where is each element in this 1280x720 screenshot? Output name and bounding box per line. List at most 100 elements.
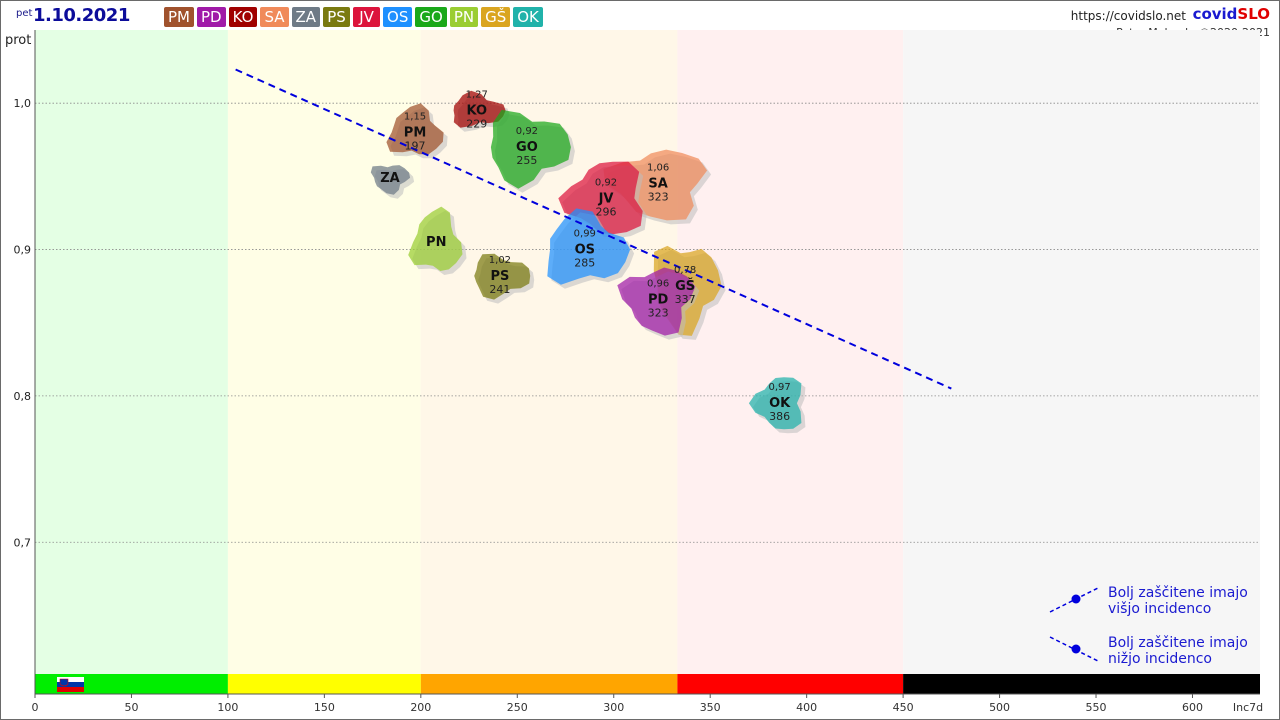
x-tick-label-6: 250 — [507, 701, 528, 714]
brand-logo: covidSLO — [1193, 5, 1270, 23]
region-badge-11[interactable]: GŠ — [481, 7, 511, 27]
region-ratio-label-1: 1,15 — [404, 111, 426, 122]
region-badge-5[interactable]: ZA — [291, 7, 321, 27]
region-ratio-label-10: 0,78 — [674, 265, 696, 276]
legend-dot-higher — [1071, 594, 1081, 604]
x-tick-label-5: 200 — [410, 701, 431, 714]
region-inc-label-6: 296 — [596, 205, 617, 218]
region-inc-label-9: 241 — [489, 283, 510, 296]
region-inc-label-8: 285 — [574, 257, 595, 270]
region-inc-label-11: 323 — [648, 306, 669, 319]
flag-stripe-red — [57, 687, 84, 692]
region-inc-label-5: 323 — [648, 191, 669, 204]
band-bg-5 — [903, 30, 1260, 674]
region-ratio-label-9: 1,02 — [489, 255, 511, 266]
region-badge-9[interactable]: GO — [415, 7, 447, 27]
region-ratio-label-12: 0,97 — [769, 382, 791, 393]
region-blob-4 — [370, 165, 411, 195]
weekday-label: pet — [16, 8, 33, 19]
x-tick-label-2: 50 — [124, 701, 138, 714]
region-badge-6[interactable]: PS — [323, 7, 351, 27]
legend-dot-lower — [1071, 644, 1081, 654]
flag-stripe-white — [57, 677, 84, 682]
region-code-label-9: PS — [490, 269, 509, 284]
region-badge-7[interactable]: JV — [353, 7, 381, 27]
region-badge-2[interactable]: PD — [197, 7, 226, 27]
trend-line — [235, 68, 952, 390]
region-blob-11 — [617, 267, 696, 336]
region-blob-1 — [386, 103, 444, 155]
y-axis-title: prot — [5, 33, 32, 48]
flag-coat-of-arms — [59, 678, 69, 687]
x-tick-label-8: 350 — [700, 701, 721, 714]
region-badge-4[interactable]: SA — [260, 7, 289, 27]
x-tick-label-9: 400 — [796, 701, 817, 714]
region-badge-1[interactable]: PM — [164, 7, 194, 27]
site-url[interactable]: https://covidslo.net — [1070, 9, 1186, 23]
region-inc-label-2: 229 — [466, 118, 487, 131]
region-blob-8 — [547, 208, 631, 285]
band-bar-5 — [903, 674, 1260, 694]
band-bar-2 — [227, 674, 421, 694]
region-badge-12[interactable]: OK — [513, 7, 543, 27]
legend-line-lower — [1049, 636, 1101, 663]
region-ratio-label-11: 0,96 — [647, 278, 669, 289]
region-ratio-label-6: 0,92 — [595, 177, 617, 188]
y-tick-label-4: 1,0 — [14, 97, 32, 110]
region-badge-8[interactable]: OS — [383, 7, 413, 27]
region-inc-label-1: 197 — [405, 139, 426, 152]
x-tick-label-4: 150 — [314, 701, 335, 714]
region-code-label-3: GO — [516, 140, 538, 155]
region-code-label-4: ZA — [380, 171, 400, 186]
region-blob-7 — [408, 206, 463, 271]
region-code-label-8: OS — [575, 243, 595, 258]
region-code-label-5: SA — [648, 177, 667, 192]
band-bg-2 — [227, 30, 421, 674]
region-ratio-label-2: 1,27 — [466, 90, 488, 101]
region-badge-10[interactable]: PN — [449, 7, 479, 27]
region-code-label-6: JV — [598, 191, 614, 206]
y-tick-label-2: 0,8 — [14, 390, 32, 403]
legend-text-4: nižjo incidenco — [1108, 651, 1212, 667]
band-bar-3 — [420, 674, 678, 694]
y-tick-label-1: 0,7 — [14, 536, 32, 549]
legend-text-1: Bolj zaščitene imajo — [1108, 585, 1248, 601]
legend-line-higher — [1049, 586, 1101, 613]
slovenia-flag-icon — [57, 677, 84, 692]
region-code-label-10: GŠ — [675, 278, 695, 294]
region-inc-label-10: 337 — [675, 293, 696, 306]
region-ratio-label-8: 0,99 — [574, 229, 596, 240]
x-tick-label-12: 550 — [1086, 701, 1107, 714]
region-blob-3 — [490, 109, 571, 189]
region-inc-label-3: 255 — [516, 154, 537, 167]
region-inc-label-12: 386 — [769, 410, 790, 423]
x-tick-label-3: 100 — [217, 701, 238, 714]
brand-part-a: covid — [1192, 5, 1238, 23]
y-tick-label-3: 0,9 — [14, 244, 32, 257]
region-code-label-12: OK — [769, 396, 791, 411]
x-tick-label-13: 600 — [1182, 701, 1203, 714]
region-blob-2 — [453, 90, 506, 128]
band-bg-4 — [677, 30, 904, 674]
date-title: 1.10.2021 — [33, 5, 130, 26]
region-code-label-7: PN — [426, 235, 446, 250]
region-badge-3[interactable]: KO — [228, 7, 258, 27]
band-bar-4 — [677, 674, 904, 694]
region-legend: PM PD KO SA ZA PS JV OS GO PN GŠ OK — [164, 7, 543, 27]
region-code-label-11: PD — [648, 292, 669, 307]
x-tick-label-10: 450 — [893, 701, 914, 714]
legend-text-3: Bolj zaščitene imajo — [1108, 635, 1248, 651]
brand-part-b: SLO — [1237, 5, 1270, 23]
x-tick-label-1: 0 — [32, 701, 39, 714]
x-axis-title: Inc7d — [1233, 701, 1263, 714]
band-bg-1 — [35, 30, 228, 674]
x-tick-label-11: 500 — [989, 701, 1010, 714]
region-ratio-label-3: 0,92 — [516, 126, 538, 137]
flag-stripe-blue — [57, 682, 84, 687]
region-code-label-1: PM — [404, 125, 426, 140]
region-ratio-label-5: 1,06 — [647, 163, 669, 174]
legend-text-2: višjo incidenco — [1108, 601, 1211, 617]
region-code-label-2: KO — [466, 104, 487, 119]
